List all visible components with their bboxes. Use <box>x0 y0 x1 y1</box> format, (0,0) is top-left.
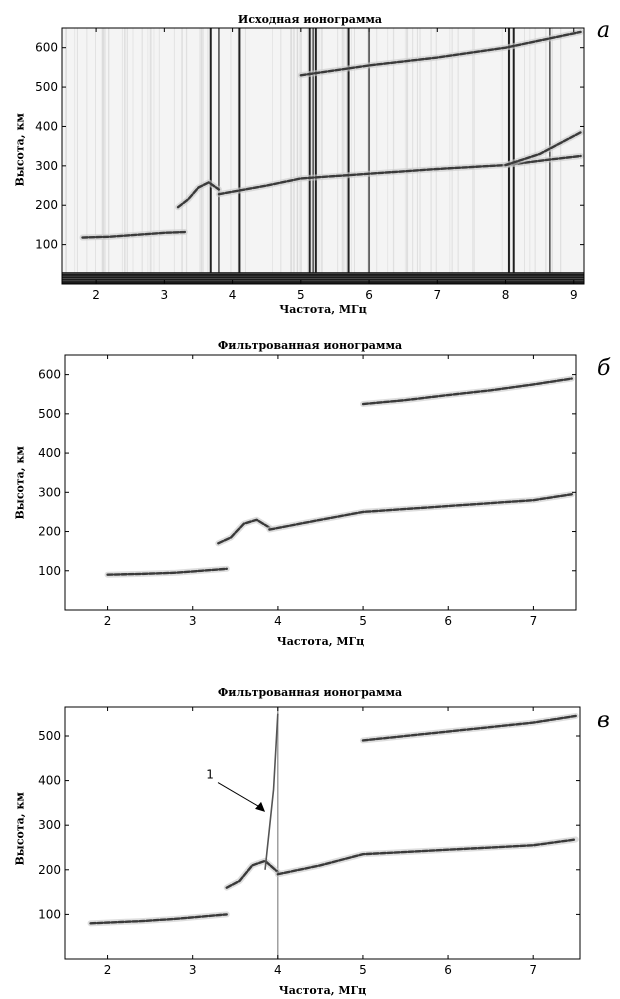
spike-trace <box>264 713 279 870</box>
trace-line <box>217 518 271 545</box>
y-tick-label: 400 <box>38 774 61 788</box>
trace-line <box>299 30 582 77</box>
trace-line <box>217 154 582 196</box>
x-tick-label: 4 <box>274 614 282 628</box>
x-axis-label: Частота, МГц <box>276 635 365 648</box>
y-tick-label: 600 <box>35 41 58 55</box>
plot-background <box>65 355 576 610</box>
panel-letter: а <box>597 18 611 43</box>
annotation-arrow-line <box>217 782 262 809</box>
trace-line <box>268 493 573 531</box>
trace-line <box>276 838 577 876</box>
x-tick-label: 4 <box>229 288 237 302</box>
trace-line <box>81 230 187 239</box>
x-tick-label: 5 <box>359 963 367 977</box>
x-tick-label: 9 <box>570 288 578 302</box>
y-tick-label: 200 <box>35 198 58 212</box>
y-tick-label: 400 <box>38 446 61 460</box>
x-tick-label: 2 <box>92 288 100 302</box>
x-tick-label: 3 <box>189 963 197 977</box>
panel-title: Фильтрованная ионограмма <box>217 339 403 352</box>
trace-line <box>176 181 221 209</box>
y-tick-label: 300 <box>35 159 58 173</box>
y-tick-label: 500 <box>38 407 61 421</box>
plot-area <box>62 28 584 284</box>
x-tick-label: 3 <box>161 288 169 302</box>
baseband-noise <box>62 272 584 284</box>
x-tick-label: 2 <box>104 963 112 977</box>
trace-line <box>361 377 573 406</box>
x-tick-label: 5 <box>297 288 305 302</box>
x-tick-label: 6 <box>444 963 452 977</box>
x-tick-label: 3 <box>189 614 197 628</box>
trace-line <box>89 913 228 925</box>
y-tick-label: 400 <box>35 119 58 133</box>
x-tick-label: 7 <box>530 614 538 628</box>
panel-title: Исходная ионограмма <box>237 13 383 26</box>
panel-letter: б <box>597 356 611 381</box>
y-tick-label: 600 <box>38 368 61 382</box>
y-tick-label: 100 <box>38 907 61 921</box>
plot-frame <box>61 27 585 285</box>
y-tick-label: 500 <box>35 80 58 94</box>
y-tick-label: 300 <box>38 485 61 499</box>
annotation-label: 1 <box>206 768 214 782</box>
x-tick-label: 7 <box>433 288 441 302</box>
x-tick-label: 7 <box>529 963 537 977</box>
plot-0: 2 3 4 5 6 7 8 9 100 200 300 400 500 600 <box>35 27 585 302</box>
trace-line <box>225 859 280 889</box>
x-tick-label: 4 <box>274 963 282 977</box>
plot-area <box>87 707 579 959</box>
y-tick-label: 500 <box>38 729 61 743</box>
x-tick-label: 8 <box>502 288 510 302</box>
x-tick-label: 6 <box>365 288 373 302</box>
plot-background <box>65 707 580 959</box>
panel-title: Фильтрованная ионограмма <box>217 686 403 699</box>
x-axis-label: Частота, МГц <box>278 984 367 997</box>
plot-frame <box>64 354 577 611</box>
x-tick-label: 5 <box>359 614 367 628</box>
y-tick-label: 100 <box>38 564 61 578</box>
y-tick-label: 200 <box>38 525 61 539</box>
plot-area <box>104 375 575 578</box>
y-tick-label: 100 <box>35 238 58 252</box>
y-tick-label: 300 <box>38 818 61 832</box>
trace-line <box>504 131 582 167</box>
x-axis-label: Частота, МГц <box>279 303 367 316</box>
plot-frame <box>64 706 581 960</box>
plot-background <box>62 28 584 284</box>
x-tick-label: 2 <box>104 614 112 628</box>
panel-letter: в <box>597 708 610 733</box>
plot-1: 2 3 4 5 6 7 100 200 300 400 500 600 <box>38 354 577 628</box>
trace-line <box>106 567 229 576</box>
y-tick-label: 200 <box>38 863 61 877</box>
annotation-arrowhead <box>255 801 266 812</box>
trace-line <box>361 714 577 742</box>
x-tick-label: 6 <box>444 614 452 628</box>
plot-2: 2 3 4 5 6 7 100 200 300 400 500 1 <box>38 706 581 977</box>
